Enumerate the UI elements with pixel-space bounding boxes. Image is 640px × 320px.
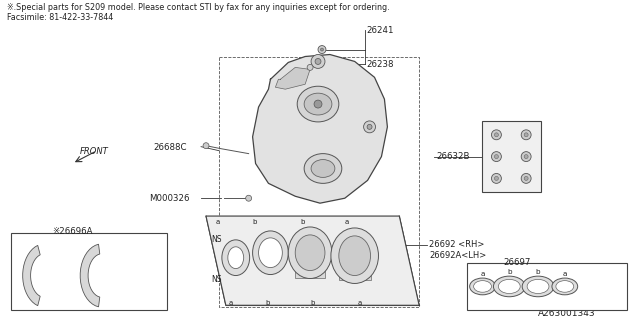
Text: a: a [216,219,220,225]
Ellipse shape [527,279,549,293]
Ellipse shape [288,227,332,278]
Circle shape [524,176,528,180]
Ellipse shape [474,281,492,292]
Circle shape [495,133,499,137]
Circle shape [307,64,313,70]
Ellipse shape [259,238,282,268]
Circle shape [321,48,323,51]
Ellipse shape [228,247,244,268]
Circle shape [203,143,209,149]
Circle shape [521,130,531,140]
Text: FRONT: FRONT [80,147,109,156]
Polygon shape [253,54,387,203]
Text: 26688C: 26688C [154,143,187,152]
Circle shape [492,130,501,140]
Text: b: b [310,300,314,306]
Text: 26632B: 26632B [436,152,470,161]
Circle shape [495,155,499,159]
Text: a: a [345,219,349,225]
Bar [295,253,325,277]
Ellipse shape [470,278,495,295]
Circle shape [318,45,326,53]
Ellipse shape [522,276,554,297]
Ellipse shape [295,235,325,271]
Circle shape [524,155,528,159]
Ellipse shape [556,281,573,292]
Circle shape [246,195,252,201]
Ellipse shape [222,240,250,276]
Text: b: b [300,219,305,225]
Polygon shape [80,244,100,307]
Ellipse shape [297,86,339,122]
Text: a: a [358,300,362,306]
Bar [339,256,371,281]
Polygon shape [22,245,40,306]
Circle shape [495,176,499,180]
Bar [481,121,541,192]
Text: A263001343: A263001343 [538,309,596,318]
Text: M000326: M000326 [150,194,190,203]
Text: b: b [536,269,540,275]
Text: NS: NS [211,275,221,284]
Ellipse shape [331,228,378,284]
Circle shape [311,54,325,68]
Circle shape [492,173,501,183]
Text: ※.Special parts for S209 model. Please contact STI by fax for any inquiries exce: ※.Special parts for S209 model. Please c… [7,3,389,12]
Ellipse shape [499,279,520,293]
Text: a: a [563,271,567,277]
Text: 26697: 26697 [503,258,531,267]
Bar [467,263,627,310]
Circle shape [492,152,501,162]
Text: b: b [253,219,257,225]
Circle shape [367,124,372,129]
Ellipse shape [304,154,342,183]
Ellipse shape [253,231,288,275]
Circle shape [524,133,528,137]
Text: b: b [507,269,511,275]
Text: 26238: 26238 [367,60,394,69]
Text: a: a [229,300,233,306]
Circle shape [521,152,531,162]
Text: a: a [481,271,484,277]
Text: 26692 <RH>: 26692 <RH> [429,240,484,249]
Text: b: b [266,300,270,306]
Ellipse shape [552,278,578,295]
Text: 26241: 26241 [367,26,394,35]
Ellipse shape [311,160,335,177]
Circle shape [314,100,322,108]
Ellipse shape [339,236,371,276]
Circle shape [315,59,321,64]
Polygon shape [206,216,419,305]
Text: Facsimile: 81-422-33-7844: Facsimile: 81-422-33-7844 [7,13,113,22]
Ellipse shape [493,276,525,297]
Polygon shape [275,68,310,89]
Text: NS: NS [211,235,221,244]
Bar [11,233,168,310]
Text: 26692A<LH>: 26692A<LH> [429,251,486,260]
Circle shape [364,121,376,133]
Text: ※26696A: ※26696A [52,227,93,236]
Circle shape [521,173,531,183]
Ellipse shape [304,93,332,115]
